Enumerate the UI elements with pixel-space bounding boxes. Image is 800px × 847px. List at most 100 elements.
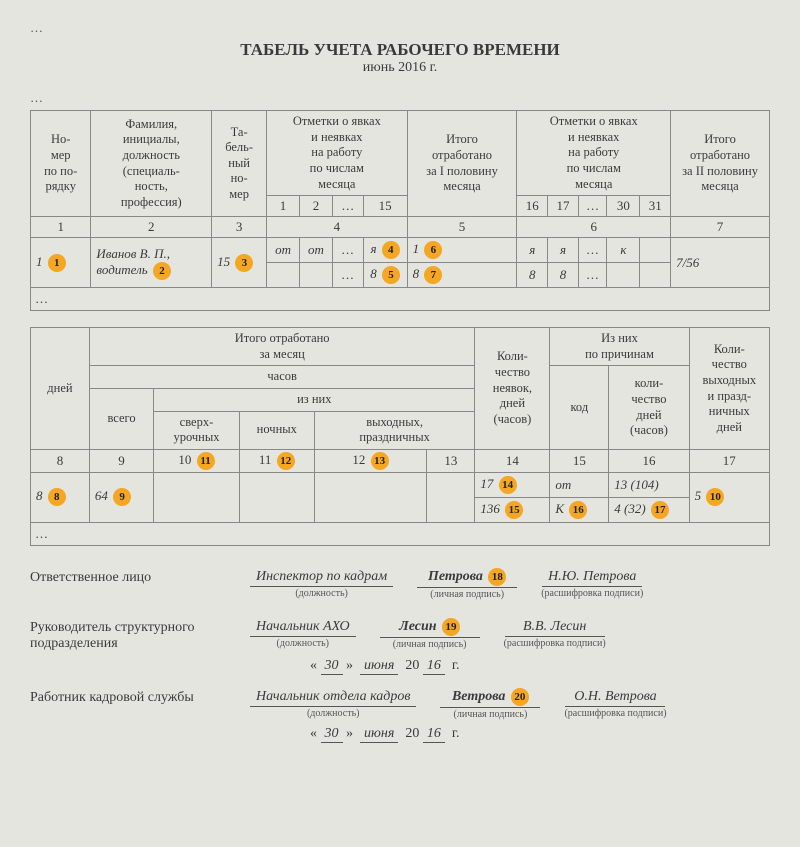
h-day16: 16: [517, 196, 548, 217]
h-day17: 17: [548, 196, 579, 217]
h-col5: Итого отработано за I половину месяца: [407, 111, 517, 217]
date-1: « 30 » июня 20 16 г.: [310, 658, 770, 674]
r-de: …: [332, 238, 363, 263]
h2-night: ночных: [239, 411, 314, 449]
v16b: 4 (32) 17: [609, 497, 689, 522]
v12: [314, 472, 426, 522]
sig1-pos: Инспектор по кадрам: [250, 569, 393, 587]
r-d16: я: [517, 238, 548, 263]
sig3-sign: Ветрова 20: [440, 688, 540, 708]
h-day30: 30: [607, 196, 640, 217]
h2-days: дней: [31, 328, 90, 450]
r-tab: 15 3: [212, 238, 267, 288]
r2-de: …: [332, 263, 363, 288]
cap-name: (расшифровка подписи): [541, 588, 643, 599]
h2-weekend: Коли- чество выходных и празд- ничных дн…: [689, 328, 769, 450]
sig1-label: Ответственное лицо: [30, 568, 250, 586]
date-2: « 30 » июня 20 16 г.: [310, 726, 770, 742]
v8: 8 8: [31, 472, 90, 522]
r-tot1a: 1 6: [407, 238, 517, 263]
h2-over: сверх- урочных: [154, 411, 240, 449]
nn16: 16: [609, 449, 689, 472]
doc-title: ТАБЕЛЬ УЧЕТА РАБОЧЕГО ВРЕМЕНИ: [30, 40, 770, 60]
timesheet-table-1: Но- мер по по- рядку Фамилия, инициалы, …: [30, 110, 770, 311]
h-daye: …: [332, 196, 363, 217]
badge-13b: 13: [371, 452, 389, 470]
v11: [239, 472, 314, 522]
r-d31: [640, 238, 671, 263]
sig3-label: Работник кадровой службы: [30, 688, 250, 706]
sig2-pos: Начальник АХО: [250, 619, 356, 637]
signatures: Ответственное лицо Инспектор по кадрам(д…: [30, 568, 770, 742]
r2-d30: [607, 263, 640, 288]
nn17: 17: [689, 449, 769, 472]
ellipsis-top: …: [30, 20, 770, 36]
sig2-label: Руководитель структурного подразделения: [30, 618, 250, 652]
nn11: 11 12: [239, 449, 314, 472]
badge-7: 7: [424, 266, 442, 284]
r2-d31: [640, 263, 671, 288]
cap-sign: (личная подпись): [417, 589, 517, 600]
cn5: 5: [407, 217, 517, 238]
badge-11b: 11: [197, 452, 215, 470]
nn10: 10 11: [154, 449, 240, 472]
r2-d15: 8 5: [363, 263, 407, 288]
r-d1: от: [267, 238, 300, 263]
h-col4: Отметки о явках и неявках на работу по ч…: [267, 111, 408, 196]
h-day2: 2: [300, 196, 333, 217]
badge-12b: 12: [277, 452, 295, 470]
r-d15: я 4: [363, 238, 407, 263]
v16a: 13 (104): [609, 472, 689, 497]
v14a: 17 14: [475, 472, 550, 497]
v14b: 136 15: [475, 497, 550, 522]
h-col2: Фамилия, инициалы, должность (специаль- …: [91, 111, 212, 217]
badge-17: 17: [651, 501, 669, 519]
r-d2: от: [300, 238, 333, 263]
r-name: Иванов В. П., водитель 2: [91, 238, 212, 288]
badge-20: 20: [511, 688, 529, 706]
badge-6: 6: [424, 241, 442, 259]
h2-holiday: выходных, праздничных: [314, 411, 475, 449]
nn8: 8: [31, 449, 90, 472]
cn7: 7: [671, 217, 770, 238]
t1-ellipsis-row: …: [31, 288, 770, 311]
t2-ellipsis-row: …: [31, 522, 770, 545]
badge-5: 5: [382, 266, 400, 284]
nn13: 13: [427, 449, 475, 472]
r-d30: к: [607, 238, 640, 263]
h2-code: код: [550, 366, 609, 450]
r2-d1: [267, 263, 300, 288]
sig1-name: Н.Ю. Петрова: [542, 569, 642, 587]
badge-3: 3: [235, 254, 253, 272]
h-day31: 31: [640, 196, 671, 217]
badge-8: 8: [48, 488, 66, 506]
cn3: 3: [212, 217, 267, 238]
badge-9: 9: [113, 488, 131, 506]
sig-row-2: Руководитель структурного подразделения …: [30, 618, 770, 652]
sig3-pos: Начальник отдела кадров: [250, 689, 416, 707]
h-day1: 1: [267, 196, 300, 217]
r-tot2: 7/56: [671, 238, 770, 288]
cn2: 2: [91, 217, 212, 238]
h2-total: Итого отработано за месяц: [89, 328, 475, 366]
badge-1: 1: [48, 254, 66, 272]
h-col6: Отметки о явках и неявках на работу по ч…: [517, 111, 671, 196]
h2-absent: Коли- чество неявок, дней (часов): [475, 328, 550, 450]
v9: 64 9: [89, 472, 153, 522]
v15b: К 16: [550, 497, 609, 522]
v10: [154, 472, 240, 522]
r2-d17: 8: [548, 263, 579, 288]
nn15: 15: [550, 449, 609, 472]
r2-de2: …: [578, 263, 607, 288]
cn6: 6: [517, 217, 671, 238]
badge-16: 16: [569, 501, 587, 519]
badge-19: 19: [442, 618, 460, 636]
h2-reasons: Из них по причинам: [550, 328, 689, 366]
badge-10: 10: [706, 488, 724, 506]
doc-subtitle: июнь 2016 г.: [30, 60, 770, 76]
nn14: 14: [475, 449, 550, 472]
cn4: 4: [267, 217, 408, 238]
v13: [427, 472, 475, 522]
sig-row-3: Работник кадровой службы Начальник отдел…: [30, 688, 770, 720]
cap-pos: (должность): [250, 588, 393, 599]
